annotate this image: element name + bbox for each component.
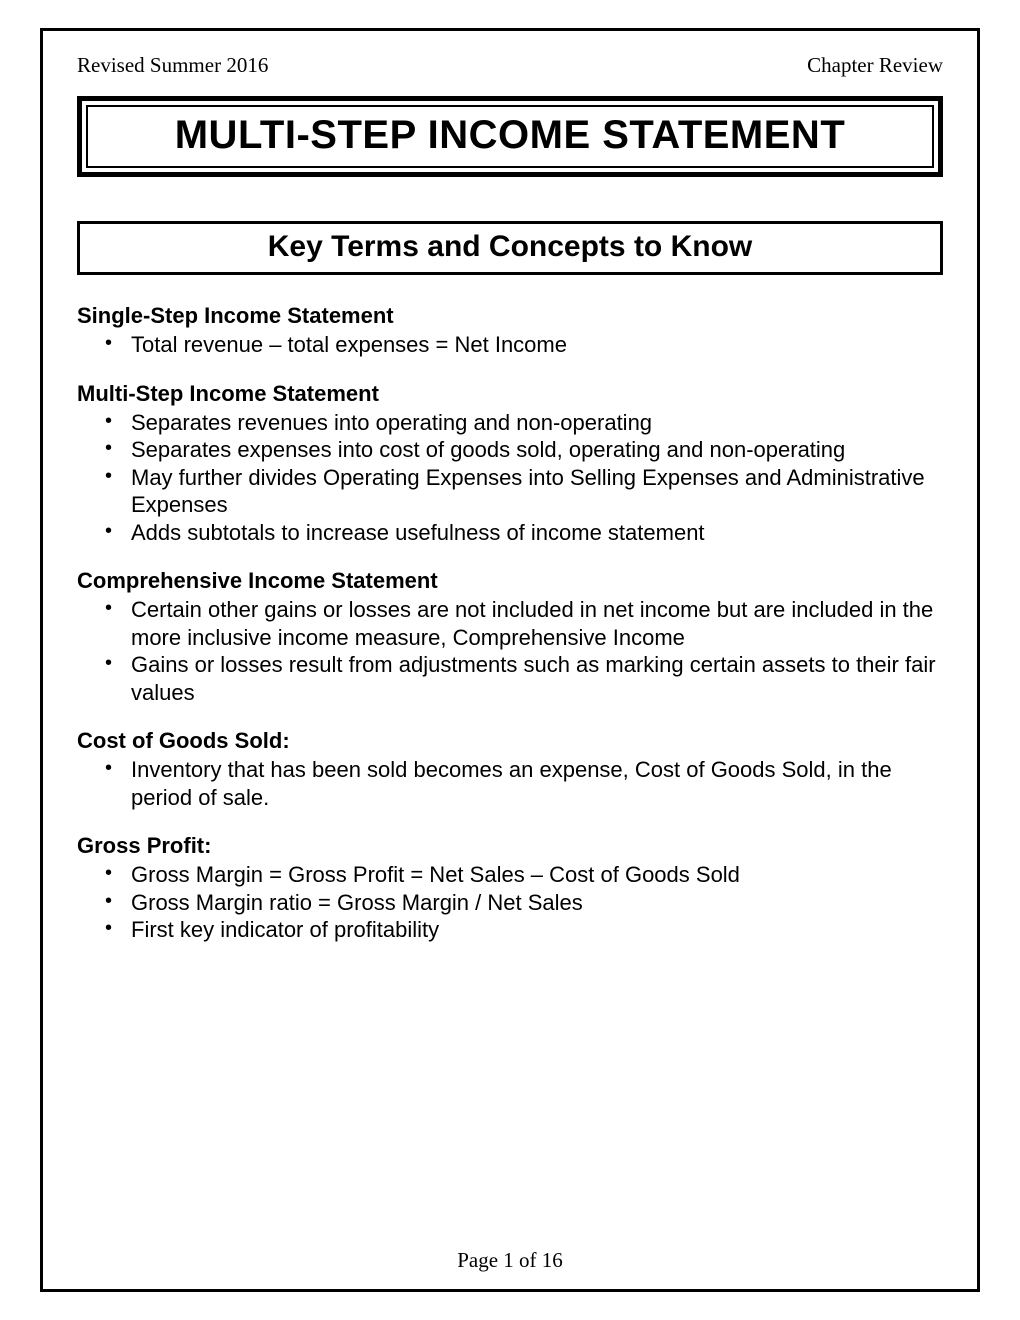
term-list: Gross Margin = Gross Profit = Net Sales … <box>77 861 943 944</box>
list-item: May further divides Operating Expenses i… <box>131 464 943 519</box>
term-heading: Single-Step Income Statement <box>77 303 943 329</box>
term-block: Gross Profit: Gross Margin = Gross Profi… <box>77 833 943 944</box>
list-item: Gross Margin = Gross Profit = Net Sales … <box>131 861 943 889</box>
header-left: Revised Summer 2016 <box>77 53 268 78</box>
list-item: Separates revenues into operating and no… <box>131 409 943 437</box>
page-footer: Page 1 of 16 <box>43 1248 977 1273</box>
page-title: MULTI-STEP INCOME STATEMENT <box>88 113 932 158</box>
list-item: Inventory that has been sold becomes an … <box>131 756 943 811</box>
term-block: Multi-Step Income Statement Separates re… <box>77 381 943 547</box>
section-title: Key Terms and Concepts to Know <box>80 230 940 264</box>
list-item: First key indicator of profitability <box>131 916 943 944</box>
term-list: Total revenue – total expenses = Net Inc… <box>77 331 943 359</box>
term-list: Certain other gains or losses are not in… <box>77 596 943 706</box>
page-frame: Revised Summer 2016 Chapter Review MULTI… <box>40 28 980 1292</box>
title-box: MULTI-STEP INCOME STATEMENT <box>77 96 943 177</box>
list-item: Total revenue – total expenses = Net Inc… <box>131 331 943 359</box>
term-block: Comprehensive Income Statement Certain o… <box>77 568 943 706</box>
list-item: Separates expenses into cost of goods so… <box>131 436 943 464</box>
list-item: Gross Margin ratio = Gross Margin / Net … <box>131 889 943 917</box>
list-item: Gains or losses result from adjustments … <box>131 651 943 706</box>
title-inner: MULTI-STEP INCOME STATEMENT <box>86 105 934 168</box>
list-item: Adds subtotals to increase usefulness of… <box>131 519 943 547</box>
term-list: Separates revenues into operating and no… <box>77 409 943 547</box>
page-header: Revised Summer 2016 Chapter Review <box>77 53 943 78</box>
list-item: Certain other gains or losses are not in… <box>131 596 943 651</box>
header-right: Chapter Review <box>807 53 943 78</box>
term-heading: Cost of Goods Sold: <box>77 728 943 754</box>
term-list: Inventory that has been sold becomes an … <box>77 756 943 811</box>
term-block: Single-Step Income Statement Total reven… <box>77 303 943 359</box>
term-block: Cost of Goods Sold: Inventory that has b… <box>77 728 943 811</box>
section-box: Key Terms and Concepts to Know <box>77 221 943 275</box>
term-heading: Multi-Step Income Statement <box>77 381 943 407</box>
term-heading: Comprehensive Income Statement <box>77 568 943 594</box>
term-heading: Gross Profit: <box>77 833 943 859</box>
